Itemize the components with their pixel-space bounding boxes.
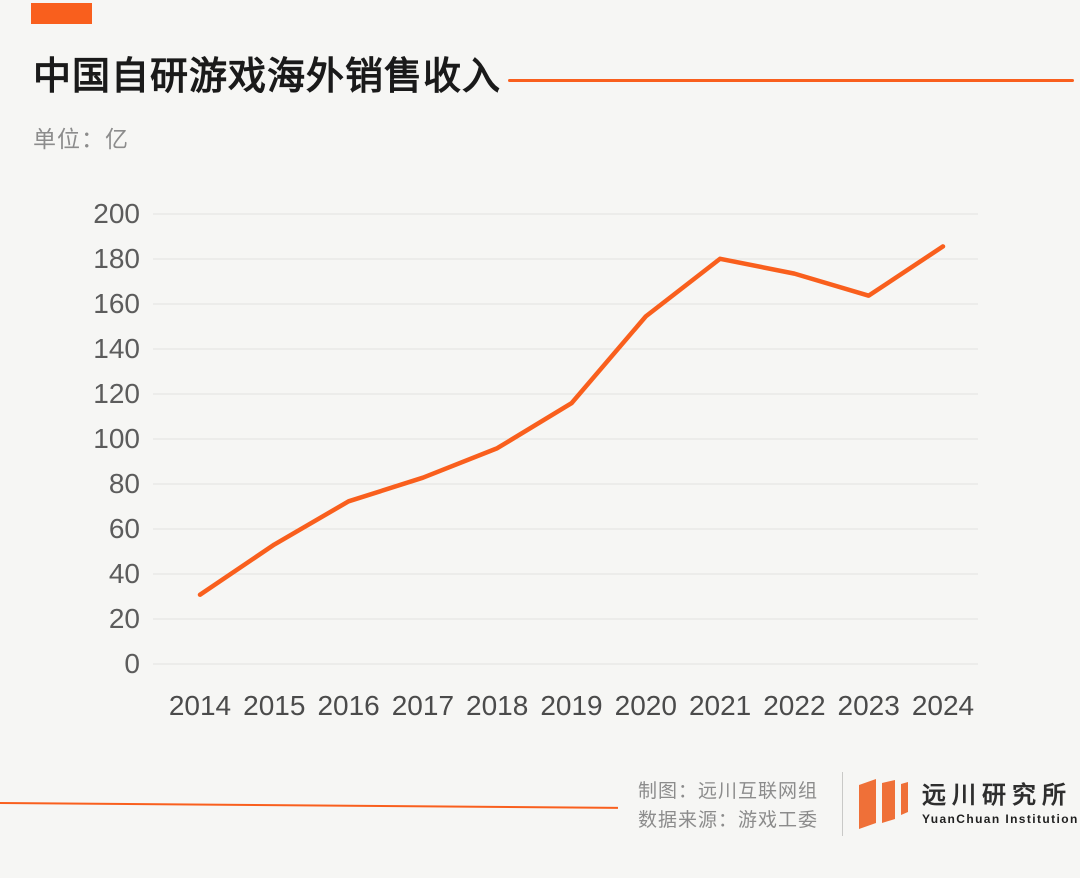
logo-text-block: 远川研究所 YuanChuan Institution [922,782,1079,826]
x-axis-tick-label: 2021 [688,690,752,721]
credit-chart-by: 制图：远川互联网组 [637,781,818,802]
y-axis-tick-label: 0 [124,648,140,679]
y-axis-tick-label: 200 [93,198,140,229]
x-axis-tick-label: 2020 [614,690,677,721]
title-rule-line [508,79,1074,82]
y-axis-tick-label: 20 [108,603,140,634]
revenue-line-series [197,244,946,597]
x-axis-tick-label: 2022 [763,690,826,721]
x-axis-tick-label: 2018 [466,690,529,721]
y-axis-tick-label: 80 [108,468,140,499]
credits-block: 制图：远川互联网组 数据来源：游戏工委 [638,777,818,835]
credit-data-source: 数据来源：游戏工委 [637,810,818,831]
x-axis-tick-label: 2016 [317,690,380,721]
y-axis-tick-label: 160 [93,288,140,319]
x-axis-tick-label: 2015 [243,690,306,721]
y-axis-tick-label: 100 [93,423,140,454]
yuanchuan-logo-icon [859,779,908,829]
y-axis-tick-label: 120 [93,378,140,409]
y-axis-tick-label: 140 [93,333,140,364]
x-axis-tick-label: 2023 [837,690,900,721]
unit-label: 单位：亿 [33,126,129,152]
x-axis-tick-label: 2019 [540,690,603,721]
y-axis-tick-label: 180 [93,243,140,274]
x-axis-tick-label: 2017 [391,690,455,721]
x-axis-tick-label: 2014 [168,690,232,721]
footer-divider-line [842,772,843,836]
yuanchuan-logo: 远川研究所 YuanChuan Institution [857,779,1079,829]
y-axis-tick-label: 40 [108,558,140,589]
y-axis-tick-label: 60 [108,513,140,544]
chart-title: 中国自研游戏海外销售收入 [33,56,502,98]
logo-name-cn: 远川研究所 [922,782,1072,809]
x-axis-tick-label: 2024 [911,690,975,721]
logo-name-en: YuanChuan Institution [922,812,1079,826]
brand-accent-bar [31,3,92,24]
footer-accent-line [0,802,618,809]
